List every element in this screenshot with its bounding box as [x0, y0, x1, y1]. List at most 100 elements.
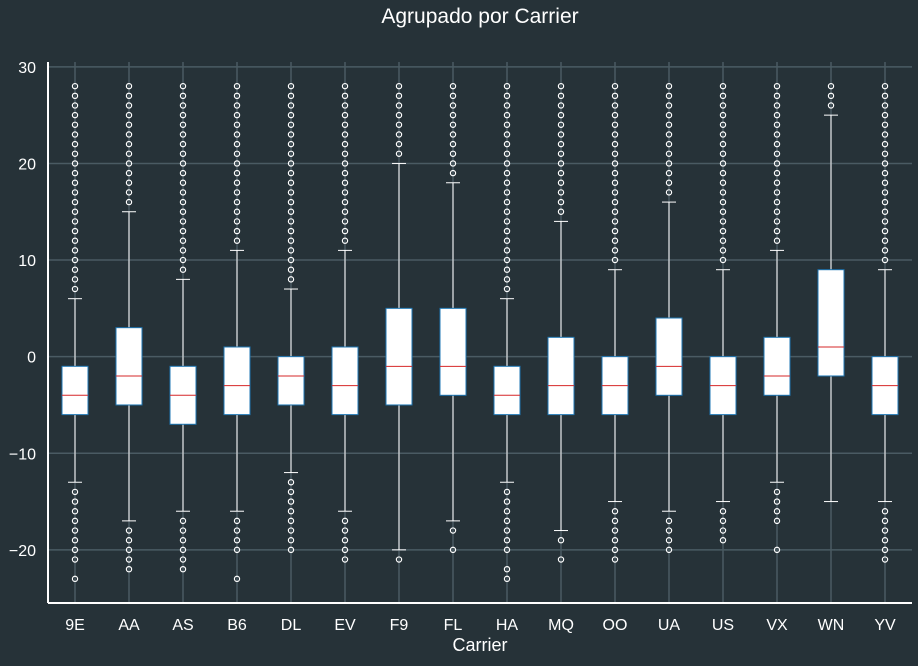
flier-point — [557, 160, 565, 167]
flier-point — [287, 179, 295, 186]
flier-point — [233, 537, 241, 544]
x-tick-label: 9E — [65, 617, 85, 634]
flier-point — [557, 82, 565, 90]
flier-point — [125, 131, 133, 138]
flier-point — [719, 227, 727, 235]
flier-point — [611, 247, 619, 254]
flier-point — [503, 198, 511, 206]
flier-point — [773, 198, 781, 206]
flier-point — [557, 111, 565, 119]
flier-point — [503, 575, 511, 583]
flier-point — [341, 198, 349, 206]
flier-point — [71, 227, 79, 235]
flier-point — [179, 266, 187, 273]
flier-point — [503, 150, 511, 157]
flier-point — [557, 140, 565, 148]
flier-point — [881, 131, 889, 138]
flier-point — [71, 556, 79, 563]
flier-point — [557, 198, 565, 206]
flier-point — [719, 140, 727, 148]
flier-point — [179, 82, 187, 90]
x-tick-label: EV — [334, 617, 356, 634]
x-tick-label: AS — [172, 617, 193, 634]
flier-point — [233, 237, 241, 244]
flier-point — [341, 227, 349, 235]
flier-point — [611, 189, 619, 196]
box-ev — [331, 82, 359, 563]
x-tick-label: F9 — [390, 617, 409, 634]
flier-point — [665, 121, 673, 128]
flier-point — [341, 82, 349, 90]
flier-point — [773, 169, 781, 177]
flier-point — [773, 546, 781, 554]
flier-point — [287, 247, 295, 254]
flier-point — [773, 131, 781, 138]
flier-point — [287, 479, 295, 486]
flier-point — [881, 140, 889, 148]
flier-point — [881, 179, 889, 186]
flier-point — [341, 121, 349, 128]
flier-point — [881, 556, 889, 563]
box-ua — [655, 82, 683, 554]
flier-point — [287, 189, 295, 196]
flier-point — [503, 546, 511, 554]
flier-point — [341, 102, 349, 109]
flier-point — [287, 218, 295, 225]
flier-point — [719, 256, 727, 264]
flier-point — [179, 92, 187, 100]
x-tick-label: YV — [874, 617, 896, 634]
flier-point — [665, 169, 673, 177]
flier-point — [71, 111, 79, 119]
flier-point — [287, 498, 295, 505]
flier-point — [341, 517, 349, 525]
flier-point — [557, 150, 565, 157]
flier-point — [503, 179, 511, 186]
flier-point — [611, 140, 619, 148]
flier-point — [881, 247, 889, 254]
flier-point — [71, 488, 79, 496]
flier-point — [719, 517, 727, 525]
flier-point — [503, 140, 511, 148]
flier-point — [341, 92, 349, 100]
flier-point — [719, 527, 727, 534]
flier-point — [287, 140, 295, 148]
flier-point — [503, 237, 511, 244]
flier-point — [773, 82, 781, 90]
flier-point — [71, 247, 79, 254]
flier-point — [179, 121, 187, 128]
flier-point — [611, 546, 619, 554]
box-iqr — [493, 365, 521, 416]
flier-point — [449, 131, 457, 138]
flier-point — [341, 546, 349, 554]
flier-point — [179, 102, 187, 109]
flier-point — [503, 169, 511, 177]
flier-point — [611, 537, 619, 544]
box-oo — [601, 82, 629, 563]
x-tick-label: HA — [496, 617, 519, 634]
flier-point — [503, 488, 511, 496]
flier-point — [125, 556, 133, 563]
flier-point — [503, 256, 511, 264]
flier-point — [287, 82, 295, 90]
flier-point — [179, 169, 187, 177]
box-9e — [61, 82, 89, 583]
flier-point — [503, 102, 511, 109]
flier-point — [503, 111, 511, 119]
flier-point — [719, 102, 727, 109]
flier-point — [125, 82, 133, 90]
chart-title: Agrupado por Carrier — [381, 5, 578, 28]
flier-point — [71, 189, 79, 196]
flier-point — [773, 102, 781, 109]
flier-point — [341, 179, 349, 186]
flier-point — [503, 285, 511, 293]
flier-point — [773, 218, 781, 225]
flier-point — [125, 546, 133, 554]
flier-point — [287, 111, 295, 119]
y-tick-label: 10 — [18, 253, 36, 270]
box-yv — [871, 82, 899, 563]
flier-point — [611, 179, 619, 186]
flier-point — [773, 179, 781, 186]
y-tick-label: 0 — [27, 350, 36, 367]
flier-point — [287, 227, 295, 235]
flier-point — [287, 92, 295, 100]
